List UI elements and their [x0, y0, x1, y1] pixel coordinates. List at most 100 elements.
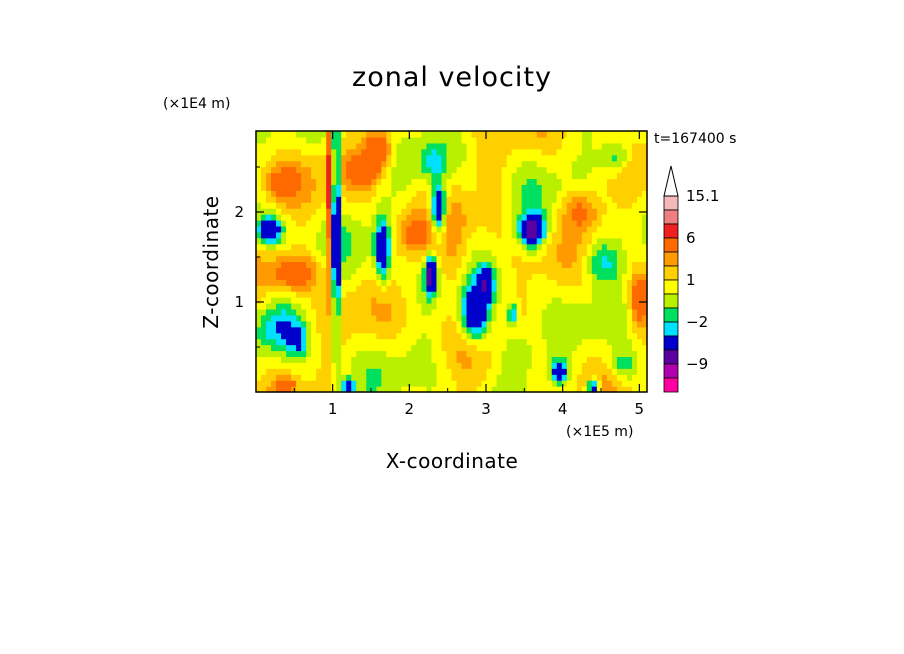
field-cell — [266, 160, 272, 168]
field-cell — [376, 237, 382, 245]
field-cell — [331, 255, 337, 263]
field-cell — [571, 279, 578, 286]
field-cell — [456, 261, 463, 269]
field-cell — [631, 303, 638, 310]
field-cell — [396, 386, 402, 393]
field-cell — [481, 249, 488, 257]
field-cell — [561, 267, 568, 274]
field-cell — [296, 154, 302, 162]
field-cell — [311, 362, 317, 369]
field-cell — [536, 131, 543, 138]
field-cell — [346, 267, 352, 274]
field-cell — [586, 332, 593, 340]
field-cell — [566, 172, 573, 180]
field-cell — [401, 214, 407, 221]
field-cell — [616, 356, 623, 363]
field-cell — [406, 142, 412, 150]
field-cell — [521, 178, 528, 185]
field-cell — [426, 202, 433, 209]
field-cell — [276, 243, 282, 251]
field-cell — [496, 142, 503, 150]
field-cell — [291, 291, 297, 298]
field-cell — [606, 308, 613, 316]
field-cell — [371, 338, 377, 346]
field-cell — [351, 231, 357, 239]
field-cell — [446, 356, 453, 363]
field-cell — [546, 214, 553, 221]
field-cell — [541, 285, 548, 292]
field-cell — [586, 303, 593, 310]
field-cell — [521, 255, 528, 263]
field-cell — [341, 314, 347, 322]
field-cell — [261, 196, 267, 203]
field-cell — [501, 297, 508, 304]
field-cell — [596, 184, 603, 191]
field-cell — [261, 326, 267, 334]
field-cell — [341, 344, 347, 352]
field-cell — [511, 362, 518, 369]
field-cell — [601, 350, 608, 358]
field-cell — [476, 166, 483, 174]
field-cell — [296, 344, 302, 352]
field-cell — [491, 386, 498, 393]
field-cell — [536, 362, 543, 369]
field-cell — [316, 344, 322, 352]
field-cell — [486, 303, 493, 310]
field-cell — [301, 178, 307, 185]
field-cell — [606, 279, 613, 286]
field-cell — [541, 196, 548, 203]
field-cell — [536, 184, 543, 191]
field-cell — [516, 225, 523, 233]
field-cell — [421, 338, 428, 346]
field-cell — [356, 131, 362, 138]
field-cell — [601, 142, 608, 150]
field-cell — [406, 225, 412, 233]
field-cell — [401, 374, 407, 381]
field-cell — [326, 184, 332, 191]
field-cell — [471, 326, 478, 334]
field-cell — [626, 374, 633, 381]
field-cell — [406, 273, 412, 280]
field-cell — [291, 190, 297, 197]
field-cell — [336, 350, 342, 358]
field-cell — [376, 356, 382, 363]
field-cell — [486, 273, 493, 280]
field-cell — [456, 160, 463, 168]
field-cell — [456, 249, 463, 257]
field-cell — [261, 172, 267, 180]
field-cell — [276, 267, 282, 274]
field-cell — [296, 303, 302, 310]
field-cell — [456, 148, 463, 156]
field-cell — [561, 303, 568, 310]
field-cell — [516, 261, 523, 269]
field-cell — [491, 362, 498, 369]
field-cell — [556, 160, 563, 168]
field-cell — [396, 131, 402, 138]
field-cell — [381, 267, 387, 274]
field-cell — [451, 148, 458, 156]
field-cell — [561, 249, 568, 257]
field-cell — [601, 273, 608, 280]
field-cell — [521, 350, 528, 358]
field-cell — [286, 332, 292, 340]
field-cell — [561, 344, 568, 352]
field-cell — [466, 190, 473, 197]
field-cell — [521, 190, 528, 197]
field-cell — [566, 154, 573, 162]
field-cell — [611, 374, 618, 381]
field-cell — [541, 326, 548, 334]
field-cell — [361, 178, 367, 185]
field-cell — [411, 386, 418, 393]
field-cell — [261, 255, 267, 263]
field-cell — [376, 344, 382, 352]
field-cell — [631, 196, 638, 203]
field-cell — [501, 190, 508, 197]
field-cell — [546, 291, 553, 298]
field-cell — [356, 279, 362, 286]
field-cell — [501, 356, 508, 363]
field-cell — [406, 285, 412, 292]
field-cell — [611, 184, 618, 191]
field-cell — [601, 202, 608, 209]
field-cell — [446, 285, 453, 292]
